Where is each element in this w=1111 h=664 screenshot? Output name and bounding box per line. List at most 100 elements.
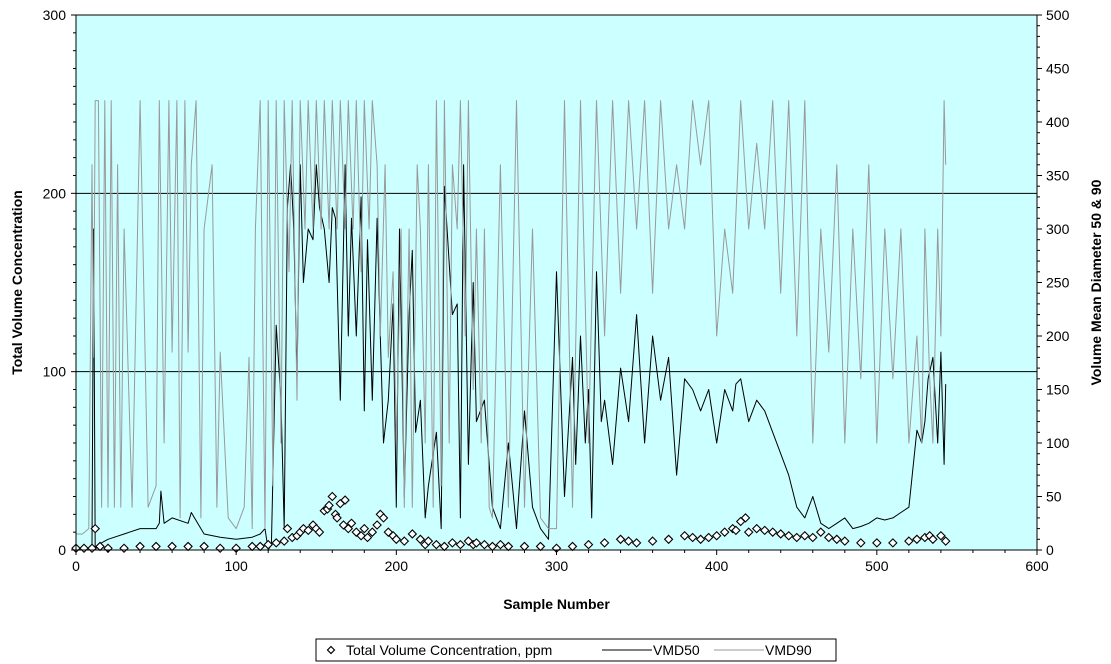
data-point-concentration (87, 543, 97, 553)
legend-box (315, 638, 837, 662)
y2-tick-label: 300 (1046, 221, 1070, 237)
data-point-concentration (791, 532, 802, 543)
data-point-concentration (767, 527, 778, 537)
data-point-concentration (759, 525, 770, 536)
data-point-concentration (495, 539, 506, 550)
data-point-concentration (583, 539, 594, 550)
data-point-concentration (359, 523, 370, 534)
data-point-concentration (751, 523, 762, 534)
data-point-concentration (856, 538, 866, 548)
data-point-concentration (391, 534, 402, 545)
data-point-concentration (362, 532, 373, 543)
data-point-concentration (407, 529, 418, 539)
data-point-concentration (340, 495, 350, 505)
y2-tick-label: 50 (1046, 489, 1062, 505)
data-point-concentration (372, 520, 382, 530)
y2-tick-label: 400 (1046, 114, 1070, 130)
data-point-concentration (807, 532, 818, 543)
data-point-concentration (743, 527, 754, 537)
data-point-concentration (824, 532, 834, 543)
data-point-concentration (215, 543, 225, 553)
y2-tick-label: 350 (1046, 168, 1070, 184)
data-point-concentration (415, 534, 426, 545)
data-point-concentration (832, 534, 842, 545)
data-point-concentration (775, 529, 786, 539)
data-point-concentration (90, 523, 100, 534)
data-point-concentration (703, 532, 714, 543)
y2-tick-label: 250 (1046, 275, 1070, 291)
x-axis-title: Sample Number (503, 596, 610, 612)
y2-tick-label: 500 (1046, 7, 1070, 23)
data-point-concentration (799, 530, 810, 541)
data-point-concentration (447, 538, 458, 548)
data-point-concentration (378, 513, 389, 523)
data-point-concentration (303, 525, 314, 536)
data-point-concentration (679, 530, 690, 541)
data-point-concentration (815, 527, 826, 537)
y-tick-label: 300 (43, 7, 67, 23)
data-point-concentration (928, 534, 938, 545)
x-tick-label: 200 (385, 558, 409, 574)
data-point-concentration (471, 538, 482, 548)
series-layer (71, 100, 951, 553)
data-point-concentration (936, 530, 946, 541)
legend-marker-diamond (326, 645, 336, 655)
legend-label-concentration: Total Volume Concentration, ppm (346, 642, 552, 658)
axes: 0 100 200 300 400 500 600010020030005010015020… (43, 7, 1070, 574)
data-point-concentration (623, 536, 634, 546)
legend-label-vmd90: VMD90 (765, 642, 812, 658)
data-point-concentration (79, 543, 89, 553)
data-point-concentration (327, 491, 338, 502)
data-point-concentration (912, 534, 922, 545)
y2-tick-label: 150 (1046, 382, 1070, 398)
data-point-concentration (840, 536, 850, 546)
x-tick-label: 500 (865, 558, 889, 574)
y2-axis-title: Volume Mean Diameter 50 & 90 (1088, 179, 1104, 385)
data-point-concentration (455, 539, 466, 550)
data-point-concentration (383, 527, 394, 537)
legend-label-vmd50: VMD50 (653, 642, 700, 658)
x-tick-label: 600 (1025, 558, 1049, 574)
data-point-concentration (119, 543, 129, 553)
data-point-concentration (298, 523, 309, 534)
y2-tick-label: 100 (1046, 435, 1070, 451)
data-point-concentration (599, 538, 610, 548)
data-point-concentration (423, 536, 434, 546)
y-tick-label: 200 (43, 185, 67, 201)
y2-tick-label: 200 (1046, 328, 1070, 344)
x-tick-label: 400 (705, 558, 729, 574)
data-point-concentration (279, 536, 289, 546)
data-point-concentration (351, 527, 362, 537)
x-tick-label: 300 (545, 558, 569, 574)
data-point-concentration (663, 534, 674, 545)
data-point-concentration (740, 513, 751, 523)
y2-tick-label: 450 (1046, 61, 1070, 77)
data-point-concentration (687, 532, 698, 543)
data-point-concentration (940, 536, 951, 546)
data-point-concentration (872, 538, 882, 548)
data-point-concentration (282, 523, 293, 534)
data-point-concentration (332, 513, 342, 523)
data-point-concentration (631, 538, 642, 548)
data-point-concentration (647, 536, 658, 546)
data-point-concentration (695, 534, 706, 545)
data-point-concentration (731, 525, 741, 536)
data-point-concentration (314, 527, 325, 537)
data-point-concentration (346, 518, 357, 529)
y-tick-label: 100 (43, 364, 67, 380)
data-point-concentration (783, 530, 794, 541)
data-point-concentration (711, 530, 722, 541)
data-point-concentration (615, 534, 626, 545)
y2-tick-label: 0 (1046, 542, 1054, 558)
data-point-concentration (399, 536, 410, 546)
y-tick-label: 0 (58, 542, 66, 558)
legend: Total Volume Concentration, ppm VMD50 VM… (315, 638, 837, 662)
data-point-concentration (888, 538, 898, 548)
series-line-vmd90 (76, 100, 947, 535)
data-point-concentration (324, 500, 334, 511)
x-tick-label: 0 (72, 558, 80, 574)
data-point-concentration (904, 536, 914, 546)
data-point-concentration (367, 527, 378, 537)
data-point-concentration (719, 527, 730, 537)
